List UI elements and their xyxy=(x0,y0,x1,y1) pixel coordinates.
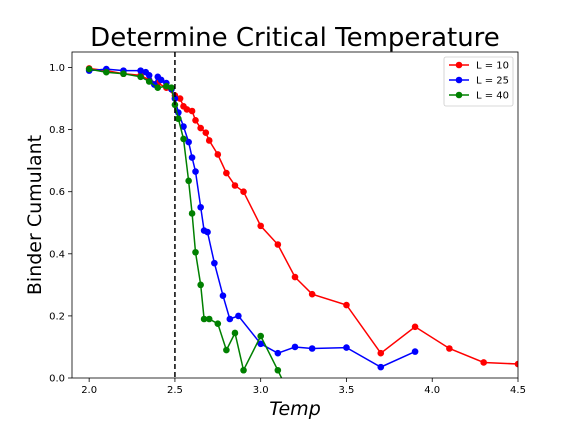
legend-label: L = 25 xyxy=(476,76,509,87)
data-point-l10 xyxy=(176,95,184,102)
series-l10 xyxy=(85,65,518,368)
data-point-l25 xyxy=(235,312,242,320)
y-axis: 0.0 0.2 0.4 0.6 0.8 1.0 xyxy=(49,63,72,385)
data-point-l25 xyxy=(157,76,165,84)
data-point-l10 xyxy=(202,129,210,137)
x-axis-label: Temp xyxy=(269,398,321,420)
legend-item-l25: L = 25 xyxy=(449,76,509,87)
data-point-l25 xyxy=(219,292,227,300)
data-point-l10 xyxy=(223,169,230,177)
x-tick-label: 3.5 xyxy=(339,385,355,396)
data-point-l40 xyxy=(180,135,187,143)
series-line-l40 xyxy=(89,68,283,378)
data-point-l25 xyxy=(137,67,144,74)
data-point-l25 xyxy=(343,344,350,351)
data-point-l10 xyxy=(197,124,204,132)
data-point-l10 xyxy=(214,151,222,158)
legend-label: L = 10 xyxy=(476,61,509,72)
data-point-l25 xyxy=(180,123,187,130)
y-tick-label: 0.4 xyxy=(49,249,65,260)
data-point-l25 xyxy=(257,340,264,348)
data-point-l40 xyxy=(214,320,222,327)
data-point-l10 xyxy=(205,137,213,144)
legend: L = 10 L = 25 L = 40 xyxy=(443,56,514,107)
legend-label: L = 40 xyxy=(476,91,509,102)
legend-item-l10: L = 10 xyxy=(449,61,509,72)
data-point-l40 xyxy=(145,78,153,85)
data-point-l10 xyxy=(240,188,247,196)
legend-item-l40: L = 40 xyxy=(449,91,509,102)
data-point-l25 xyxy=(291,343,299,351)
data-point-l40 xyxy=(200,315,208,323)
data-point-l25 xyxy=(188,154,196,161)
x-tick-label: 4.5 xyxy=(510,385,526,396)
data-point-l40 xyxy=(197,281,204,289)
data-point-l10 xyxy=(257,222,264,230)
x-tick-label: 2.0 xyxy=(81,385,97,396)
data-point-l10 xyxy=(480,359,487,366)
series-l40 xyxy=(85,65,283,378)
data-point-l10 xyxy=(231,182,239,189)
legend-swatch-marker xyxy=(455,61,463,69)
data-point-l40 xyxy=(137,73,144,81)
data-point-l25 xyxy=(145,71,153,79)
data-point-l25 xyxy=(308,345,316,352)
data-point-l40 xyxy=(185,177,192,185)
x-tick-label: 2.5 xyxy=(167,385,183,396)
data-point-l40 xyxy=(120,70,127,78)
series-l25 xyxy=(85,65,419,371)
data-point-l40 xyxy=(168,84,175,92)
data-point-l40 xyxy=(175,115,182,123)
data-point-l25 xyxy=(192,168,199,175)
x-tick-label: 3.0 xyxy=(253,385,269,396)
data-point-l40 xyxy=(231,329,239,337)
data-point-l10 xyxy=(343,301,350,309)
y-axis-label: Binder Cumulant xyxy=(24,135,46,295)
y-tick-label: 0.2 xyxy=(49,311,65,322)
data-point-l40 xyxy=(240,366,247,374)
chart-title: Determine Critical Temperature xyxy=(90,23,500,53)
plot-area xyxy=(71,51,519,379)
data-point-l10 xyxy=(411,323,419,331)
data-point-l10 xyxy=(188,107,196,115)
data-point-l25 xyxy=(211,259,218,267)
data-point-l25 xyxy=(377,363,385,371)
y-tick-label: 0.6 xyxy=(49,187,65,198)
data-point-l10 xyxy=(274,241,282,248)
data-point-l40 xyxy=(154,84,162,92)
data-point-l10 xyxy=(308,290,316,298)
data-point-l25 xyxy=(226,315,234,323)
data-point-l25 xyxy=(204,228,211,236)
y-tick-label: 0.0 xyxy=(49,374,65,385)
data-point-l40 xyxy=(205,315,213,323)
data-point-l40 xyxy=(163,82,170,90)
data-point-l40 xyxy=(274,366,282,374)
plot-frame xyxy=(71,51,519,379)
data-point-l10 xyxy=(446,345,453,352)
legend-swatch-marker xyxy=(455,76,463,84)
y-tick-label: 0.8 xyxy=(49,125,65,136)
data-point-l40 xyxy=(257,332,264,340)
data-point-l40 xyxy=(223,346,230,354)
data-point-l10 xyxy=(377,349,385,357)
data-point-l10 xyxy=(514,360,518,368)
data-point-l40 xyxy=(103,68,110,76)
data-point-l40 xyxy=(85,65,93,73)
data-point-l40 xyxy=(188,210,196,217)
data-point-l25 xyxy=(411,348,419,355)
data-point-l10 xyxy=(291,273,299,281)
x-tick-label: 4.0 xyxy=(424,385,440,396)
data-point-l10 xyxy=(192,117,199,124)
data-point-l10 xyxy=(183,106,191,113)
data-point-l25 xyxy=(185,138,192,146)
legend-swatch-marker xyxy=(455,91,463,99)
data-point-l25 xyxy=(197,203,204,211)
x-axis: 2.0 2.5 3.0 3.5 4.0 4.5 xyxy=(81,378,526,396)
data-point-l25 xyxy=(274,349,282,357)
series-line-l10 xyxy=(89,67,518,365)
series-line-l25 xyxy=(89,68,416,368)
data-point-l40 xyxy=(192,248,199,256)
y-tick-label: 1.0 xyxy=(49,63,65,74)
